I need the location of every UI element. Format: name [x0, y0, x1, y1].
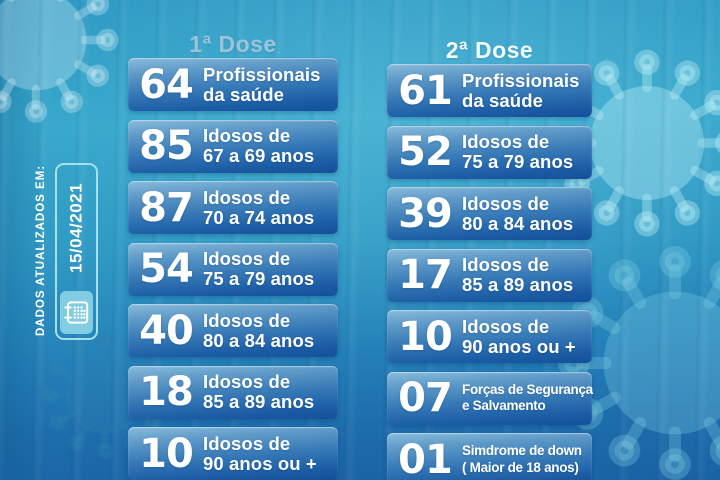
- dose-label-line2: 85 a 89 anos: [203, 391, 315, 412]
- dose-bar: 52 Idosos de 75 a 79 anos: [387, 125, 592, 179]
- dose-count: 07: [398, 375, 453, 421]
- dose-label-line2: 75 a 79 anos: [462, 151, 574, 172]
- dose-label: Simdrome de down ( Maior de 18 anos): [455, 443, 592, 475]
- dose-bar: 18 Idosos de 85 a 89 anos: [128, 365, 338, 419]
- dose-label: Idosos de 75 a 79 anos: [455, 132, 592, 172]
- dose-label-line2: 70 a 74 anos: [203, 206, 315, 228]
- dose-bar: 07 Forças de Segurança e Salvamento: [387, 371, 593, 425]
- dose-count: 87: [139, 184, 194, 231]
- dose-label-line2: 67 a 69 anos: [203, 145, 315, 166]
- dose-label: Forças de Segurança e Salvamento: [455, 382, 593, 414]
- dose-count: 18: [139, 369, 194, 415]
- dose-label-line2: e Salvamento: [462, 398, 546, 413]
- dose-bar: 85 Idosos de 67 a 69 anos: [128, 119, 338, 173]
- dose-bar: 39 Idosos de 80 a 84 anos: [387, 187, 592, 240]
- dose-count: 17: [398, 252, 453, 298]
- dose-count: 40: [139, 307, 194, 354]
- dose-label-line1: Idosos de: [203, 371, 291, 393]
- dose-bar: 61 Profissionais da saúde: [387, 64, 592, 117]
- dose-label-line1: Profissionais: [462, 69, 580, 91]
- dose-label-line1: Idosos de: [203, 125, 291, 147]
- dose-count: 54: [139, 246, 194, 292]
- dose-label-line1: Idosos de: [462, 315, 550, 337]
- dose-1-bars: 64 Profissionais da saúde 85 Idosos de 6…: [128, 58, 338, 480]
- dose-count: 52: [398, 129, 453, 175]
- date-value: 15/04/2021: [66, 182, 86, 274]
- dose-label-line1: Forças de Segurança: [462, 381, 593, 397]
- dose-label-line1: Idosos de: [203, 186, 291, 208]
- dose-label: Profissionais da saúde: [455, 69, 592, 111]
- dose-count: 61: [398, 67, 453, 114]
- dose-bar: 87 Idosos de 70 a 74 anos: [128, 181, 338, 234]
- dose-label-line2: 90 anos ou +: [462, 335, 576, 357]
- dose-bar: 54 Idosos de 75 a 79 anos: [128, 242, 338, 296]
- dose-bar: 01 Simdrome de down ( Maior de 18 anos): [387, 433, 592, 480]
- dose-label-line1: Idosos de: [203, 309, 291, 331]
- dose-bar: 10 Idosos de 90 anos ou +: [387, 310, 592, 363]
- dose-label-line2: 80 a 84 anos: [462, 212, 574, 234]
- column-header-dose-1: 1ª Dose: [189, 31, 277, 57]
- dose-label-line1: Idosos de: [462, 192, 550, 214]
- dose-bar: 64 Profissionais da saúde: [128, 58, 338, 111]
- calendar-icon: [64, 301, 89, 324]
- dose-label: Idosos de 70 a 74 anos: [196, 186, 338, 228]
- date-box: 15/04/2021: [55, 163, 98, 340]
- dose-label-line1: Idosos de: [203, 248, 291, 270]
- dose-2-bars: 61 Profissionais da saúde 52 Idosos de 7…: [387, 64, 593, 480]
- dose-count: 10: [398, 313, 453, 360]
- dose-label-line2: 90 anos ou +: [203, 452, 317, 474]
- dose-label: Idosos de 90 anos ou +: [455, 315, 592, 357]
- dose-label: Idosos de 80 a 84 anos: [196, 309, 338, 351]
- calendar-chip: [60, 291, 93, 334]
- dose-label-line2: 75 a 79 anos: [203, 268, 315, 289]
- dose-label-line2: 85 a 89 anos: [462, 274, 574, 295]
- dose-label-line2: da saúde: [462, 89, 543, 111]
- virus-watermark-icon: [0, 0, 120, 124]
- dose-label: Idosos de 85 a 89 anos: [196, 372, 338, 412]
- dose-count: 01: [398, 436, 453, 480]
- dose-label: Idosos de 80 a 84 anos: [455, 192, 592, 234]
- dose-label: Profissionais da saúde: [196, 63, 338, 105]
- dose-label: Idosos de 90 anos ou +: [196, 432, 338, 474]
- dose-bar: 40 Idosos de 80 a 84 anos: [128, 304, 338, 357]
- updated-label: DADOS ATUALIZADOS EM:: [35, 164, 47, 336]
- dose-count: 85: [139, 123, 194, 169]
- column-header-dose-2: 2ª Dose: [445, 37, 534, 63]
- dose-label-line1: Simdrome de down: [462, 443, 582, 459]
- dose-label-line1: Idosos de: [203, 432, 291, 454]
- dose-label-line1: Idosos de: [462, 131, 550, 153]
- dose-label-line2: da saúde: [203, 83, 284, 105]
- dose-count: 39: [398, 190, 453, 237]
- dose-label-line1: Idosos de: [462, 254, 550, 276]
- dose-label-line1: Profissionais: [203, 63, 321, 85]
- dose-label: Idosos de 67 a 69 anos: [196, 126, 338, 166]
- dose-column-1: 1ª Dose 64 Profissionais da saúde 85 Ido…: [128, 32, 338, 480]
- date-widget: DADOS ATUALIZADOS EM: 15/04/2021: [30, 155, 106, 351]
- dose-label-line2: ( Maior de 18 anos): [462, 459, 579, 475]
- dose-label-line2: 80 a 84 anos: [203, 329, 315, 351]
- dose-label: Idosos de 85 a 89 anos: [455, 255, 592, 295]
- dose-count: 64: [139, 61, 194, 108]
- dose-count: 10: [139, 430, 194, 477]
- dose-column-2: 2ª Dose 61 Profissionais da saúde 52 Ido…: [387, 37, 593, 480]
- dose-bar: 10 Idosos de 90 anos ou +: [128, 427, 338, 480]
- dose-label: Idosos de 75 a 79 anos: [196, 249, 338, 289]
- dose-bar: 17 Idosos de 85 a 89 anos: [387, 248, 592, 302]
